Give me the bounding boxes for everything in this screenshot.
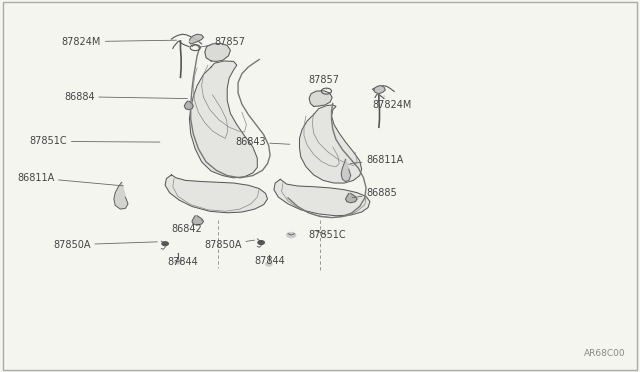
Text: 87851C: 87851C	[308, 230, 346, 240]
Polygon shape	[300, 105, 362, 183]
Text: 86811A: 86811A	[350, 155, 403, 165]
Polygon shape	[346, 193, 357, 203]
Text: 87850A: 87850A	[204, 240, 255, 250]
Polygon shape	[192, 216, 204, 225]
Polygon shape	[374, 86, 385, 94]
Polygon shape	[189, 61, 257, 178]
Text: 86884: 86884	[64, 92, 188, 102]
Polygon shape	[341, 159, 351, 182]
Text: 87850A: 87850A	[53, 240, 157, 250]
Text: AR68C00: AR68C00	[584, 349, 626, 358]
Circle shape	[287, 232, 296, 238]
Polygon shape	[274, 179, 370, 216]
Polygon shape	[205, 44, 230, 61]
Text: 87844: 87844	[255, 256, 285, 266]
Text: 86885: 86885	[352, 189, 397, 198]
Text: 86843: 86843	[235, 137, 290, 147]
Polygon shape	[189, 34, 204, 44]
Text: 86811A: 86811A	[17, 173, 124, 186]
Text: 87857: 87857	[198, 37, 245, 47]
Text: 87844: 87844	[168, 254, 198, 267]
Circle shape	[258, 241, 264, 244]
Text: 87824M: 87824M	[372, 96, 412, 110]
Text: 87851C: 87851C	[29, 137, 160, 146]
Polygon shape	[114, 182, 128, 209]
Text: 87824M: 87824M	[61, 37, 177, 46]
Text: 86842: 86842	[172, 220, 202, 234]
Circle shape	[162, 242, 168, 246]
Polygon shape	[165, 175, 268, 213]
Polygon shape	[184, 101, 193, 110]
Polygon shape	[309, 91, 332, 106]
Circle shape	[266, 262, 272, 266]
Circle shape	[175, 260, 181, 264]
Text: 87857: 87857	[308, 75, 339, 89]
